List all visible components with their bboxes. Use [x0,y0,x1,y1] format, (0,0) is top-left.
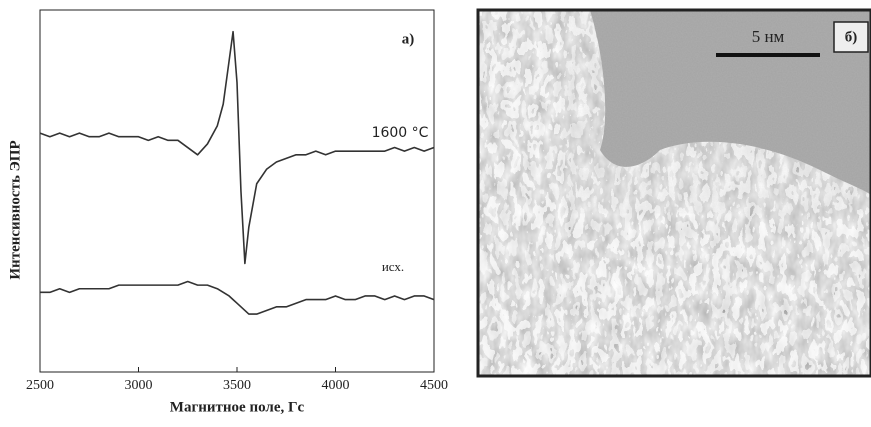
panel-label: а) [402,31,415,47]
x-tick-label: 3500 [223,378,251,393]
plot-frame [39,9,435,373]
x-axis-title: Магнитное поле, Гс [170,399,305,415]
series-label: исх. [382,259,404,274]
panel-label: б) [845,29,858,45]
series-label: 1600 °C [372,125,429,141]
series-line [40,280,435,315]
x-tick-label: 2500 [26,378,54,393]
image-frame [476,8,871,378]
x-tick-label: 4500 [420,378,448,393]
epr-plot: а) Магнитное поле, Гс Интенсивность ЭПР … [7,9,448,415]
series-line [39,30,435,265]
y-axis-title: Интенсивность ЭПР [7,140,23,279]
tem-image: 5 нм б) [476,8,871,378]
scale-bar-label: 5 нм [752,27,785,46]
panel-label-box [833,21,869,53]
x-tick-label: 3000 [125,378,153,393]
x-tick-label: 4000 [322,378,350,393]
